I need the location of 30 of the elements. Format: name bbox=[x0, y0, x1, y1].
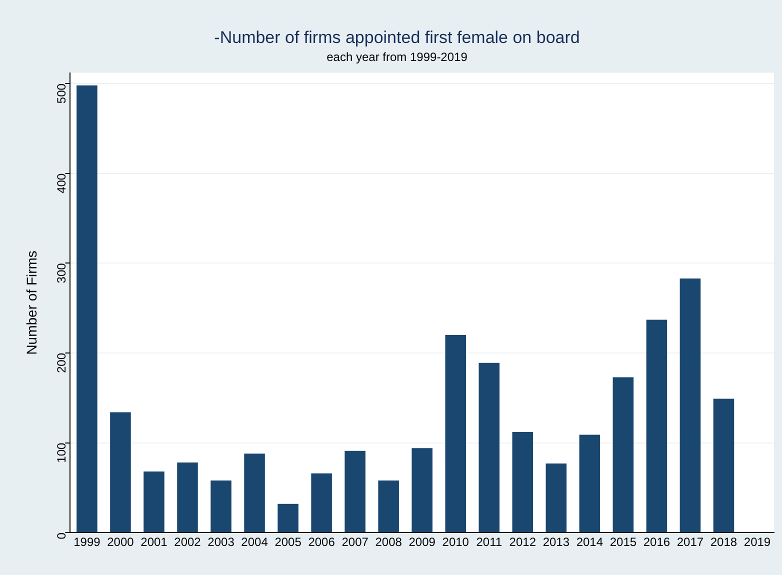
y-tick-label: 200 bbox=[54, 352, 69, 374]
x-tick-label: 2015 bbox=[610, 535, 637, 550]
x-tick-label: 2008 bbox=[375, 535, 402, 550]
x-tick-label: 2016 bbox=[643, 535, 670, 550]
x-tick-label: 2005 bbox=[274, 535, 302, 550]
x-tick-label: 2013 bbox=[542, 535, 570, 550]
x-tick-label: 2001 bbox=[140, 535, 168, 550]
y-tick-label: 400 bbox=[54, 173, 69, 194]
x-tick-label: 2007 bbox=[342, 535, 369, 550]
x-tick-label: 2017 bbox=[676, 535, 704, 550]
y-axis-title: Number of Firms bbox=[23, 250, 40, 355]
y-tick-label: 100 bbox=[54, 442, 69, 463]
chart-subtitle: each year from 1999-2019 bbox=[326, 50, 468, 64]
x-tick-label: 2010 bbox=[442, 535, 470, 550]
chart-title: -Number of firms appointed first female on board bbox=[214, 28, 580, 47]
x-tick-label: 2011 bbox=[476, 535, 502, 550]
x-tick-label: 2014 bbox=[576, 535, 604, 550]
x-tick-label: 2003 bbox=[208, 535, 235, 550]
y-tick-label: 500 bbox=[54, 83, 69, 104]
x-tick-label: 2019 bbox=[744, 535, 771, 550]
y-tick-label: 300 bbox=[54, 262, 69, 284]
x-tick-label: 2012 bbox=[509, 535, 536, 550]
x-tick-label: 2004 bbox=[241, 535, 268, 550]
y-tick-label: 0 bbox=[54, 532, 69, 540]
x-tick-label: 2006 bbox=[308, 535, 336, 550]
x-tick-label: 2009 bbox=[408, 535, 436, 550]
x-tick-label: 2002 bbox=[174, 535, 202, 550]
x-tick-label: 2018 bbox=[710, 535, 738, 550]
x-tick-label: 2000 bbox=[107, 535, 134, 550]
x-tick-label: 1999 bbox=[74, 535, 101, 550]
